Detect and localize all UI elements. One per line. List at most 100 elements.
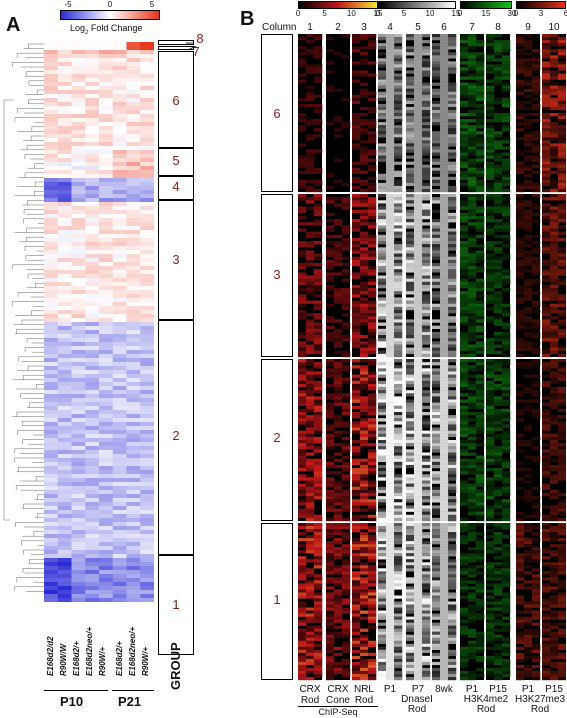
track-signal: [386, 541, 395, 545]
track-signal: [298, 452, 307, 456]
track-signal: [502, 306, 511, 311]
track-signal: [468, 182, 477, 187]
track-signal: [440, 234, 449, 239]
track-signal: [360, 37, 369, 41]
track-signal: [414, 365, 423, 369]
track-signal: [414, 468, 423, 472]
track-signal: [360, 341, 369, 345]
b-group-label-6: 6: [273, 106, 281, 121]
track-signal: [432, 646, 441, 651]
heatmap-cell: [99, 90, 114, 95]
heatmap-cell: [99, 246, 114, 251]
track-signal: [306, 34, 315, 38]
heatmap-cell: [71, 346, 86, 351]
track-signal: [476, 458, 485, 463]
heatmap-cell: [99, 526, 114, 531]
track-signal: [460, 119, 469, 123]
heatmap-cell: [44, 418, 59, 423]
track-signal: [422, 368, 431, 372]
heatmap-cell: [85, 98, 100, 103]
track-signal: [422, 209, 431, 214]
track-signal: [440, 179, 449, 184]
heatmap-cell: [140, 526, 154, 531]
track-signal: [298, 550, 307, 554]
heatmap-cell: [112, 162, 127, 167]
track-signal: [440, 511, 449, 515]
track-signal: [360, 433, 369, 438]
heatmap-cell: [99, 86, 114, 91]
track-signal: [386, 67, 395, 71]
track-signal: [386, 380, 395, 385]
heatmap-cell: [99, 234, 114, 239]
track-signal: [448, 155, 457, 159]
track-signal: [378, 91, 387, 95]
heatmap-cell: [126, 162, 141, 167]
heatmap-cell: [99, 498, 114, 503]
track-signal: [326, 359, 335, 363]
heatmap-cell: [126, 498, 141, 503]
heatmap-cell: [140, 110, 154, 115]
track-signal: [314, 418, 323, 422]
track-signal: [298, 365, 307, 369]
heatmap-cell: [57, 254, 72, 259]
track-signal: [360, 146, 369, 150]
track-signal: [386, 82, 395, 86]
track-signal: [432, 433, 441, 438]
heatmap-cell: [99, 202, 114, 207]
track-signal: [298, 544, 307, 548]
track-signal: [360, 359, 369, 363]
track-signal: [432, 628, 441, 632]
heatmap-cell: [71, 542, 86, 547]
track-signal: [440, 502, 449, 506]
track-signal: [476, 119, 485, 123]
track-signal: [306, 185, 315, 190]
heatmap-cell: [57, 134, 72, 139]
track-signal: [414, 76, 423, 80]
track-signal: [352, 125, 361, 129]
track-signal: [306, 231, 315, 235]
track-signal: [368, 380, 377, 385]
track-signal: [394, 368, 403, 372]
track-signal: [368, 499, 377, 503]
track-signal: [378, 253, 387, 257]
track-signal: [440, 670, 449, 675]
track-signal: [476, 613, 485, 617]
track-signal: [378, 281, 387, 286]
track-signal: [352, 200, 361, 204]
track-signal: [352, 502, 361, 506]
track-signal: [342, 411, 351, 416]
track-signal: [460, 649, 469, 654]
track-signal: [422, 461, 431, 466]
heatmap-cell: [57, 198, 72, 203]
track-signal: [502, 203, 511, 207]
track-signal: [468, 492, 477, 497]
track-signal: [334, 452, 343, 456]
track-signal: [298, 393, 307, 397]
track-signal: [352, 179, 361, 184]
track-signal: [486, 46, 495, 50]
track-signal: [448, 149, 457, 153]
track-signal: [460, 371, 469, 375]
track-signal: [476, 170, 485, 174]
track-signal: [298, 514, 307, 519]
heatmap-cell: [126, 78, 141, 83]
heatmap-cell: [71, 450, 86, 455]
track-signal: [440, 455, 449, 459]
sample-label: E168d2/+: [115, 641, 124, 676]
heatmap-cell: [140, 290, 154, 295]
track-signal: [334, 616, 343, 620]
track-signal: [440, 288, 449, 292]
track-signal: [306, 383, 315, 388]
track-signal: [448, 70, 457, 74]
track-signal: [422, 247, 431, 251]
heatmap-cell: [126, 322, 141, 327]
track-signal: [448, 547, 457, 551]
track-signal: [352, 288, 361, 292]
track-signal: [386, 284, 395, 289]
heatmap-cell: [85, 298, 100, 303]
heatmap-cell: [112, 378, 127, 383]
track-signal: [414, 480, 423, 484]
track-signal: [440, 137, 449, 141]
track-signal: [378, 269, 387, 273]
track-signal: [406, 449, 415, 453]
